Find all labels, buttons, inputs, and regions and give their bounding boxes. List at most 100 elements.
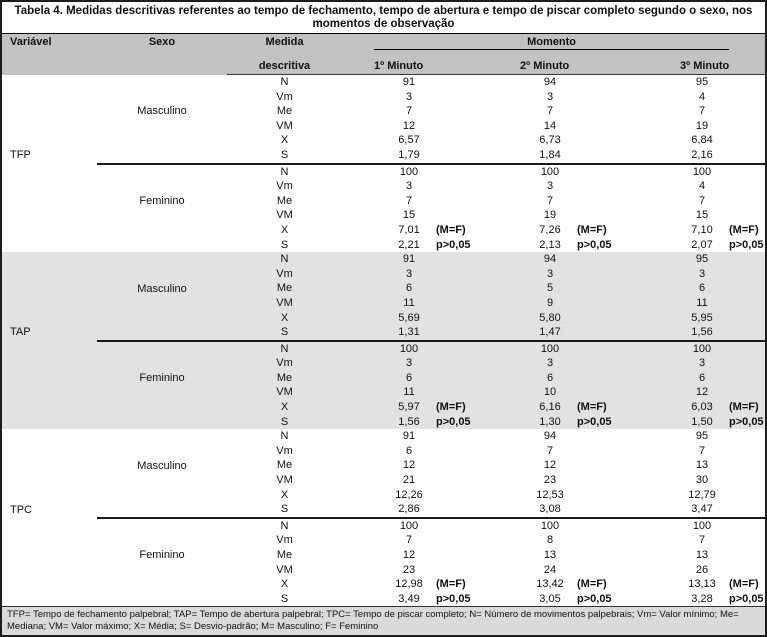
measure-label: N bbox=[280, 165, 289, 178]
measure-label: N bbox=[227, 340, 342, 357]
annotation-cell bbox=[433, 533, 497, 548]
value-cell: 94 bbox=[497, 252, 574, 267]
table-row: Me 7 7 7 bbox=[2, 194, 765, 209]
table-row: Me 7 7 7 bbox=[2, 104, 765, 119]
table-row: TPC Masculino N 91 94 95 bbox=[2, 429, 765, 519]
section-tpc: TPC Masculino N 91 94 95 Vm 6 7 7 Me 12 12 13 VM 21 23 30… bbox=[2, 429, 766, 606]
annotation-cell bbox=[433, 563, 497, 578]
value-cell: 12 bbox=[639, 385, 726, 401]
annotation-cell: (M=F) bbox=[577, 578, 607, 591]
annotation-cell bbox=[433, 340, 497, 357]
annotation-cell bbox=[574, 295, 639, 311]
measure-label: VM bbox=[276, 209, 293, 222]
table-title: Tabela 4. Medidas descritivas referentes… bbox=[2, 2, 765, 34]
variable-cell: TFP bbox=[2, 75, 97, 253]
annotation-cell bbox=[433, 281, 497, 296]
measure-label: VM bbox=[276, 119, 293, 132]
annotation-cell bbox=[433, 208, 497, 223]
value-cell: 3 bbox=[639, 266, 726, 282]
value-cell: 5,69 bbox=[342, 310, 433, 326]
variable-label: TPC bbox=[10, 503, 32, 516]
measure-label: N bbox=[280, 76, 289, 88]
annotation-cell bbox=[726, 295, 766, 311]
measure-label: S bbox=[280, 592, 289, 605]
measure-label: N bbox=[280, 430, 289, 443]
annotation-cell bbox=[574, 533, 639, 548]
measure-label: N bbox=[227, 252, 342, 267]
annotation-cell bbox=[433, 90, 497, 105]
measure-label: VM bbox=[276, 563, 293, 576]
annotation-cell bbox=[726, 194, 765, 209]
annotation-cell bbox=[726, 252, 766, 267]
table-row: S 1,56 p>0,05 1,30 p>0,05 1,50 p>0,05 bbox=[2, 414, 766, 430]
value-cell: 7 bbox=[546, 194, 554, 207]
measure-label: S bbox=[227, 502, 342, 519]
annotation-cell: p>0,05 bbox=[577, 592, 612, 605]
annotation-cell bbox=[726, 370, 766, 386]
sex-label: Feminino bbox=[139, 549, 185, 562]
measure-label: Me bbox=[276, 459, 293, 472]
value-cell: 30 bbox=[695, 474, 709, 487]
value-cell: 5,97 bbox=[342, 400, 433, 415]
measure-label: X bbox=[280, 488, 289, 501]
table-row: X 12,98 (M=F) 13,42 (M=F) 13,13 (M=F) bbox=[2, 577, 765, 592]
annotation-cell bbox=[574, 488, 639, 503]
annotation-cell bbox=[726, 518, 765, 534]
annotation-cell bbox=[433, 458, 497, 473]
table-row: TFP Masculino N 91 94 95 bbox=[2, 74, 765, 165]
annotation-cell bbox=[574, 325, 639, 342]
table-row: Me 6 5 6 bbox=[2, 281, 766, 296]
sex-cell: Masculino bbox=[97, 252, 227, 342]
annotation-cell bbox=[574, 252, 639, 267]
value-cell: 94 bbox=[543, 430, 557, 443]
value-cell: 100 bbox=[399, 165, 419, 178]
table-row: VM 11 9 11 bbox=[2, 295, 766, 311]
annotation-cell: (M=F) bbox=[577, 223, 607, 236]
table-row: Feminino N 100 100 100 bbox=[2, 340, 766, 430]
table-row: VM 12 14 19 bbox=[2, 119, 765, 134]
measure-label: Vm bbox=[276, 534, 293, 547]
value-cell: 3 bbox=[405, 90, 413, 103]
value-cell: 6,03 bbox=[639, 400, 726, 415]
measure-label: Vm bbox=[227, 266, 342, 282]
measure-label: Vm bbox=[276, 444, 293, 457]
value-cell: 1,31 bbox=[342, 325, 433, 342]
value-cell: 13,13 bbox=[688, 578, 716, 591]
sex-label: Feminino bbox=[139, 372, 185, 385]
sex-cell: Feminino bbox=[97, 340, 227, 430]
value-cell: 3,47 bbox=[639, 502, 726, 519]
value-cell: 19 bbox=[543, 209, 557, 222]
measure-label: Vm bbox=[276, 90, 293, 103]
table-row: X 5,69 5,80 5,95 bbox=[2, 310, 766, 326]
annotation-cell bbox=[433, 104, 497, 119]
annotation-cell bbox=[726, 179, 765, 194]
table-row: Vm 3 3 3 bbox=[2, 356, 766, 371]
table-row: Feminino N 100 100 100 bbox=[2, 518, 765, 561]
value-cell: 12 bbox=[402, 549, 416, 561]
measure-label: VM bbox=[276, 474, 293, 487]
value-cell: 1,47 bbox=[497, 325, 574, 342]
measure-label: X bbox=[227, 400, 342, 415]
measure-label: Me bbox=[276, 105, 293, 118]
value-cell: 11 bbox=[639, 295, 726, 311]
value-cell: 3 bbox=[546, 180, 554, 193]
annotation-cell bbox=[726, 533, 765, 548]
measure-label: S bbox=[227, 325, 342, 342]
annotation-cell bbox=[726, 266, 766, 282]
annotation-cell bbox=[433, 356, 497, 371]
value-cell: 12,79 bbox=[688, 488, 716, 501]
annotation-cell: p>0,05 bbox=[574, 414, 639, 430]
table-row: Me 12 12 13 bbox=[2, 458, 765, 473]
measure-label: VM bbox=[227, 295, 342, 311]
table-row: X 12,26 12,53 12,79 bbox=[2, 488, 765, 503]
value-cell: 100 bbox=[692, 519, 712, 532]
annotation-cell bbox=[574, 147, 639, 165]
table-row: VM 21 23 30 bbox=[2, 473, 765, 488]
value-cell: 26 bbox=[695, 563, 709, 576]
annotation-cell bbox=[726, 473, 765, 488]
value-cell: 6 bbox=[342, 281, 433, 296]
value-cell: 12 bbox=[402, 459, 416, 472]
annotation-cell: (M=F) bbox=[436, 578, 466, 591]
sex-label: Masculino bbox=[137, 105, 187, 118]
value-cell: 1,56 bbox=[342, 414, 433, 430]
